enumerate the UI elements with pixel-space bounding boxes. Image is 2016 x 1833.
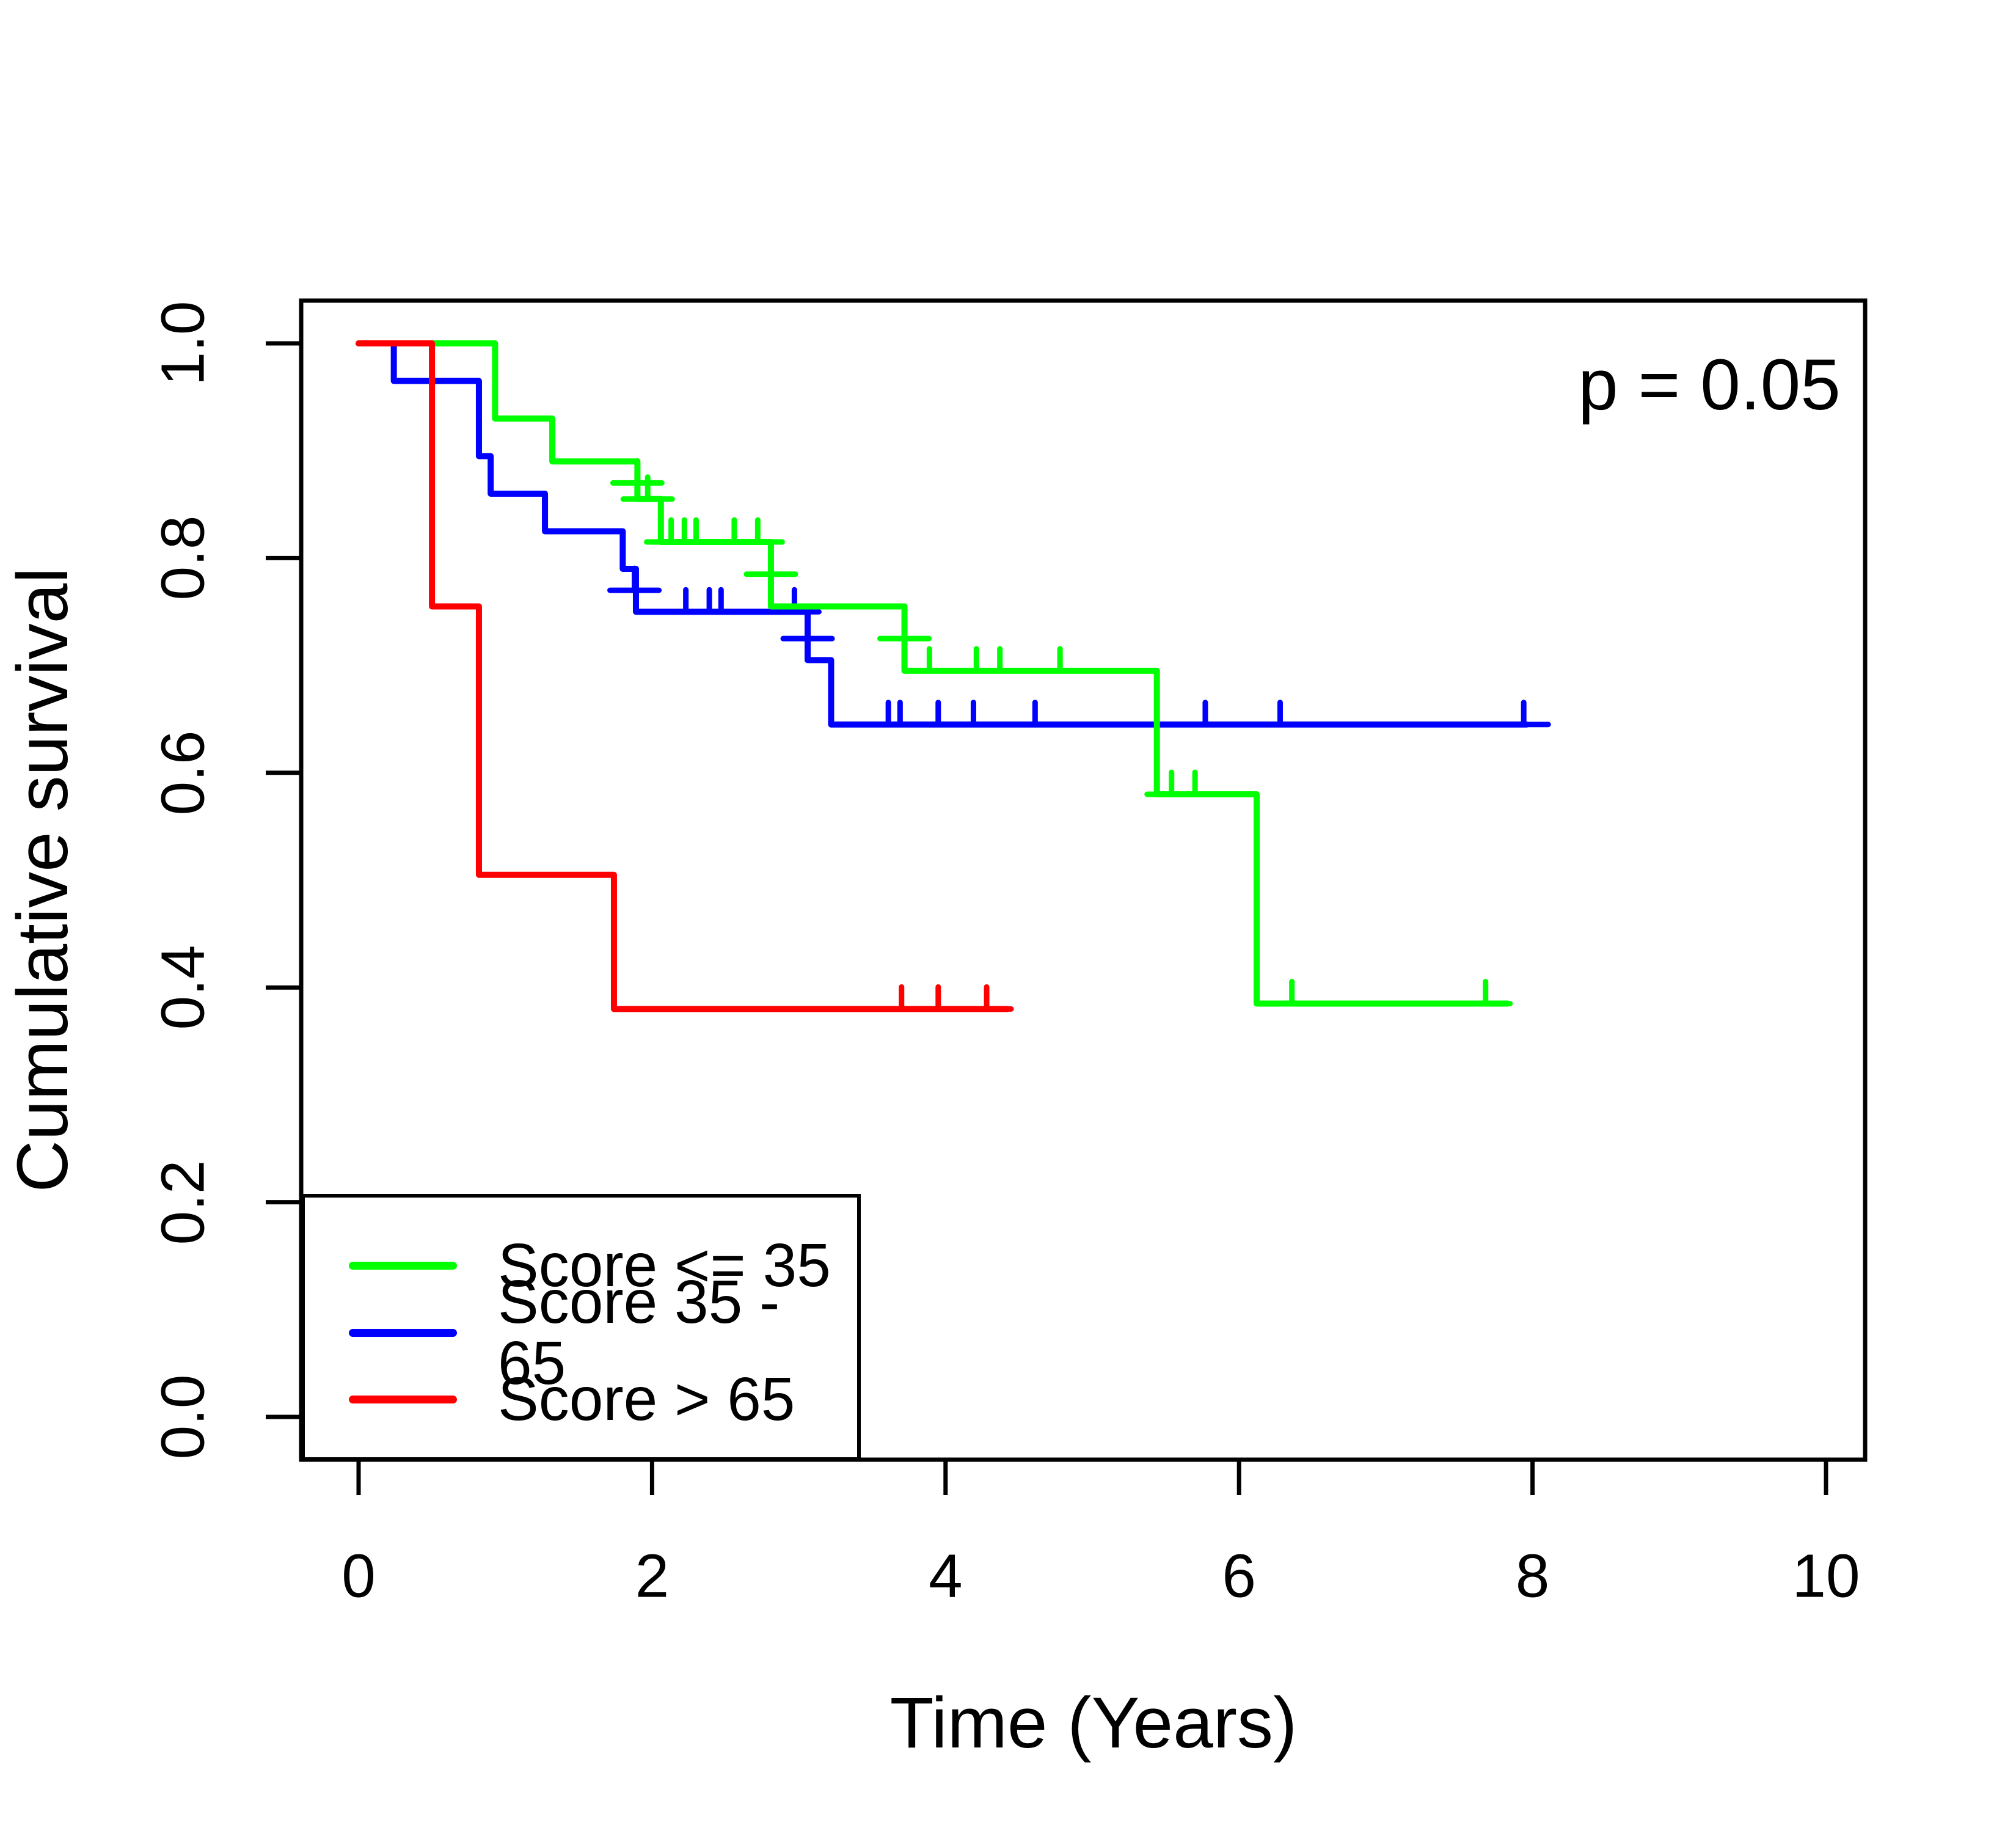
y-tick-label-0.0: 0.0: [148, 1374, 217, 1460]
censor-mark: [1032, 646, 1087, 674]
y-tick-label-0.4: 0.4: [148, 945, 217, 1030]
x-tick-label-10: 10: [1792, 1542, 1860, 1611]
legend-line-sample: [349, 1328, 457, 1337]
censor-mark: [1167, 769, 1222, 797]
censor-mark: [730, 517, 785, 545]
censor-mark: [1007, 700, 1062, 728]
p-value-annotation: p = 0.05: [1578, 345, 1841, 425]
censor-mark: [607, 565, 662, 593]
legend-item-label: Score > 65: [498, 1365, 795, 1433]
censor-mark: [610, 458, 665, 486]
censor-mark: [946, 700, 1001, 728]
legend-item: Score <= 35: [305, 1232, 831, 1299]
legend-line-sample: [349, 1395, 457, 1403]
censor-mark: [872, 700, 927, 728]
survival-curve-Score 35 - 65: [356, 340, 1530, 728]
legend-item: Score > 65: [305, 1366, 795, 1433]
y-tick-label-1.0: 1.0: [148, 301, 217, 386]
censor-mark: [780, 613, 835, 642]
x-tick-label-2: 2: [635, 1542, 670, 1611]
censor-mark: [1265, 979, 1320, 1007]
y-axis-title: Cumulative survival: [2, 567, 83, 1193]
legend-item-label: Score <= 35: [498, 1231, 831, 1300]
x-tick-label-0: 0: [341, 1542, 376, 1611]
censor-mark: [911, 700, 966, 728]
x-tick-label-6: 6: [1222, 1542, 1256, 1611]
censor-mark: [959, 984, 1014, 1012]
x-tick-label-8: 8: [1515, 1542, 1550, 1611]
censor-mark: [693, 587, 748, 615]
legend-line-sample: [349, 1261, 457, 1270]
censor-mark: [657, 517, 712, 545]
censor-mark: [874, 984, 929, 1012]
censor-mark: [902, 646, 957, 674]
y-tick-label-0.2: 0.2: [148, 1160, 217, 1245]
censor-mark: [682, 587, 737, 615]
legend-item: Score 35 - 65: [305, 1271, 857, 1394]
x-tick-label-4: 4: [928, 1542, 963, 1611]
y-tick-label-0.6: 0.6: [148, 730, 217, 816]
legend: Score <= 35 Score 35 - 65 Score > 65: [301, 1194, 861, 1461]
censor-mark: [877, 613, 932, 642]
survival-curve-Score > 65: [356, 340, 1010, 1012]
censor-mark: [1496, 700, 1551, 728]
censor-mark: [707, 517, 762, 545]
censor-mark: [659, 587, 714, 615]
censor-mark: [644, 517, 699, 545]
plot-box: [299, 298, 1868, 1462]
censor-mark: [973, 646, 1028, 674]
y-tick-label-0.8: 0.8: [148, 515, 217, 601]
censor-mark: [668, 517, 723, 545]
x-axis-title: Time (Years): [889, 1683, 1298, 1763]
censor-mark: [949, 646, 1004, 674]
censor-mark: [1252, 700, 1307, 728]
censor-mark: [861, 700, 916, 728]
censor-mark: [1458, 979, 1513, 1007]
legend-item-label: Score 35 - 65: [498, 1268, 780, 1397]
censor-mark: [1178, 700, 1233, 728]
censor-mark: [743, 549, 798, 577]
censor-mark: [911, 984, 966, 1012]
censor-mark: [620, 474, 675, 502]
